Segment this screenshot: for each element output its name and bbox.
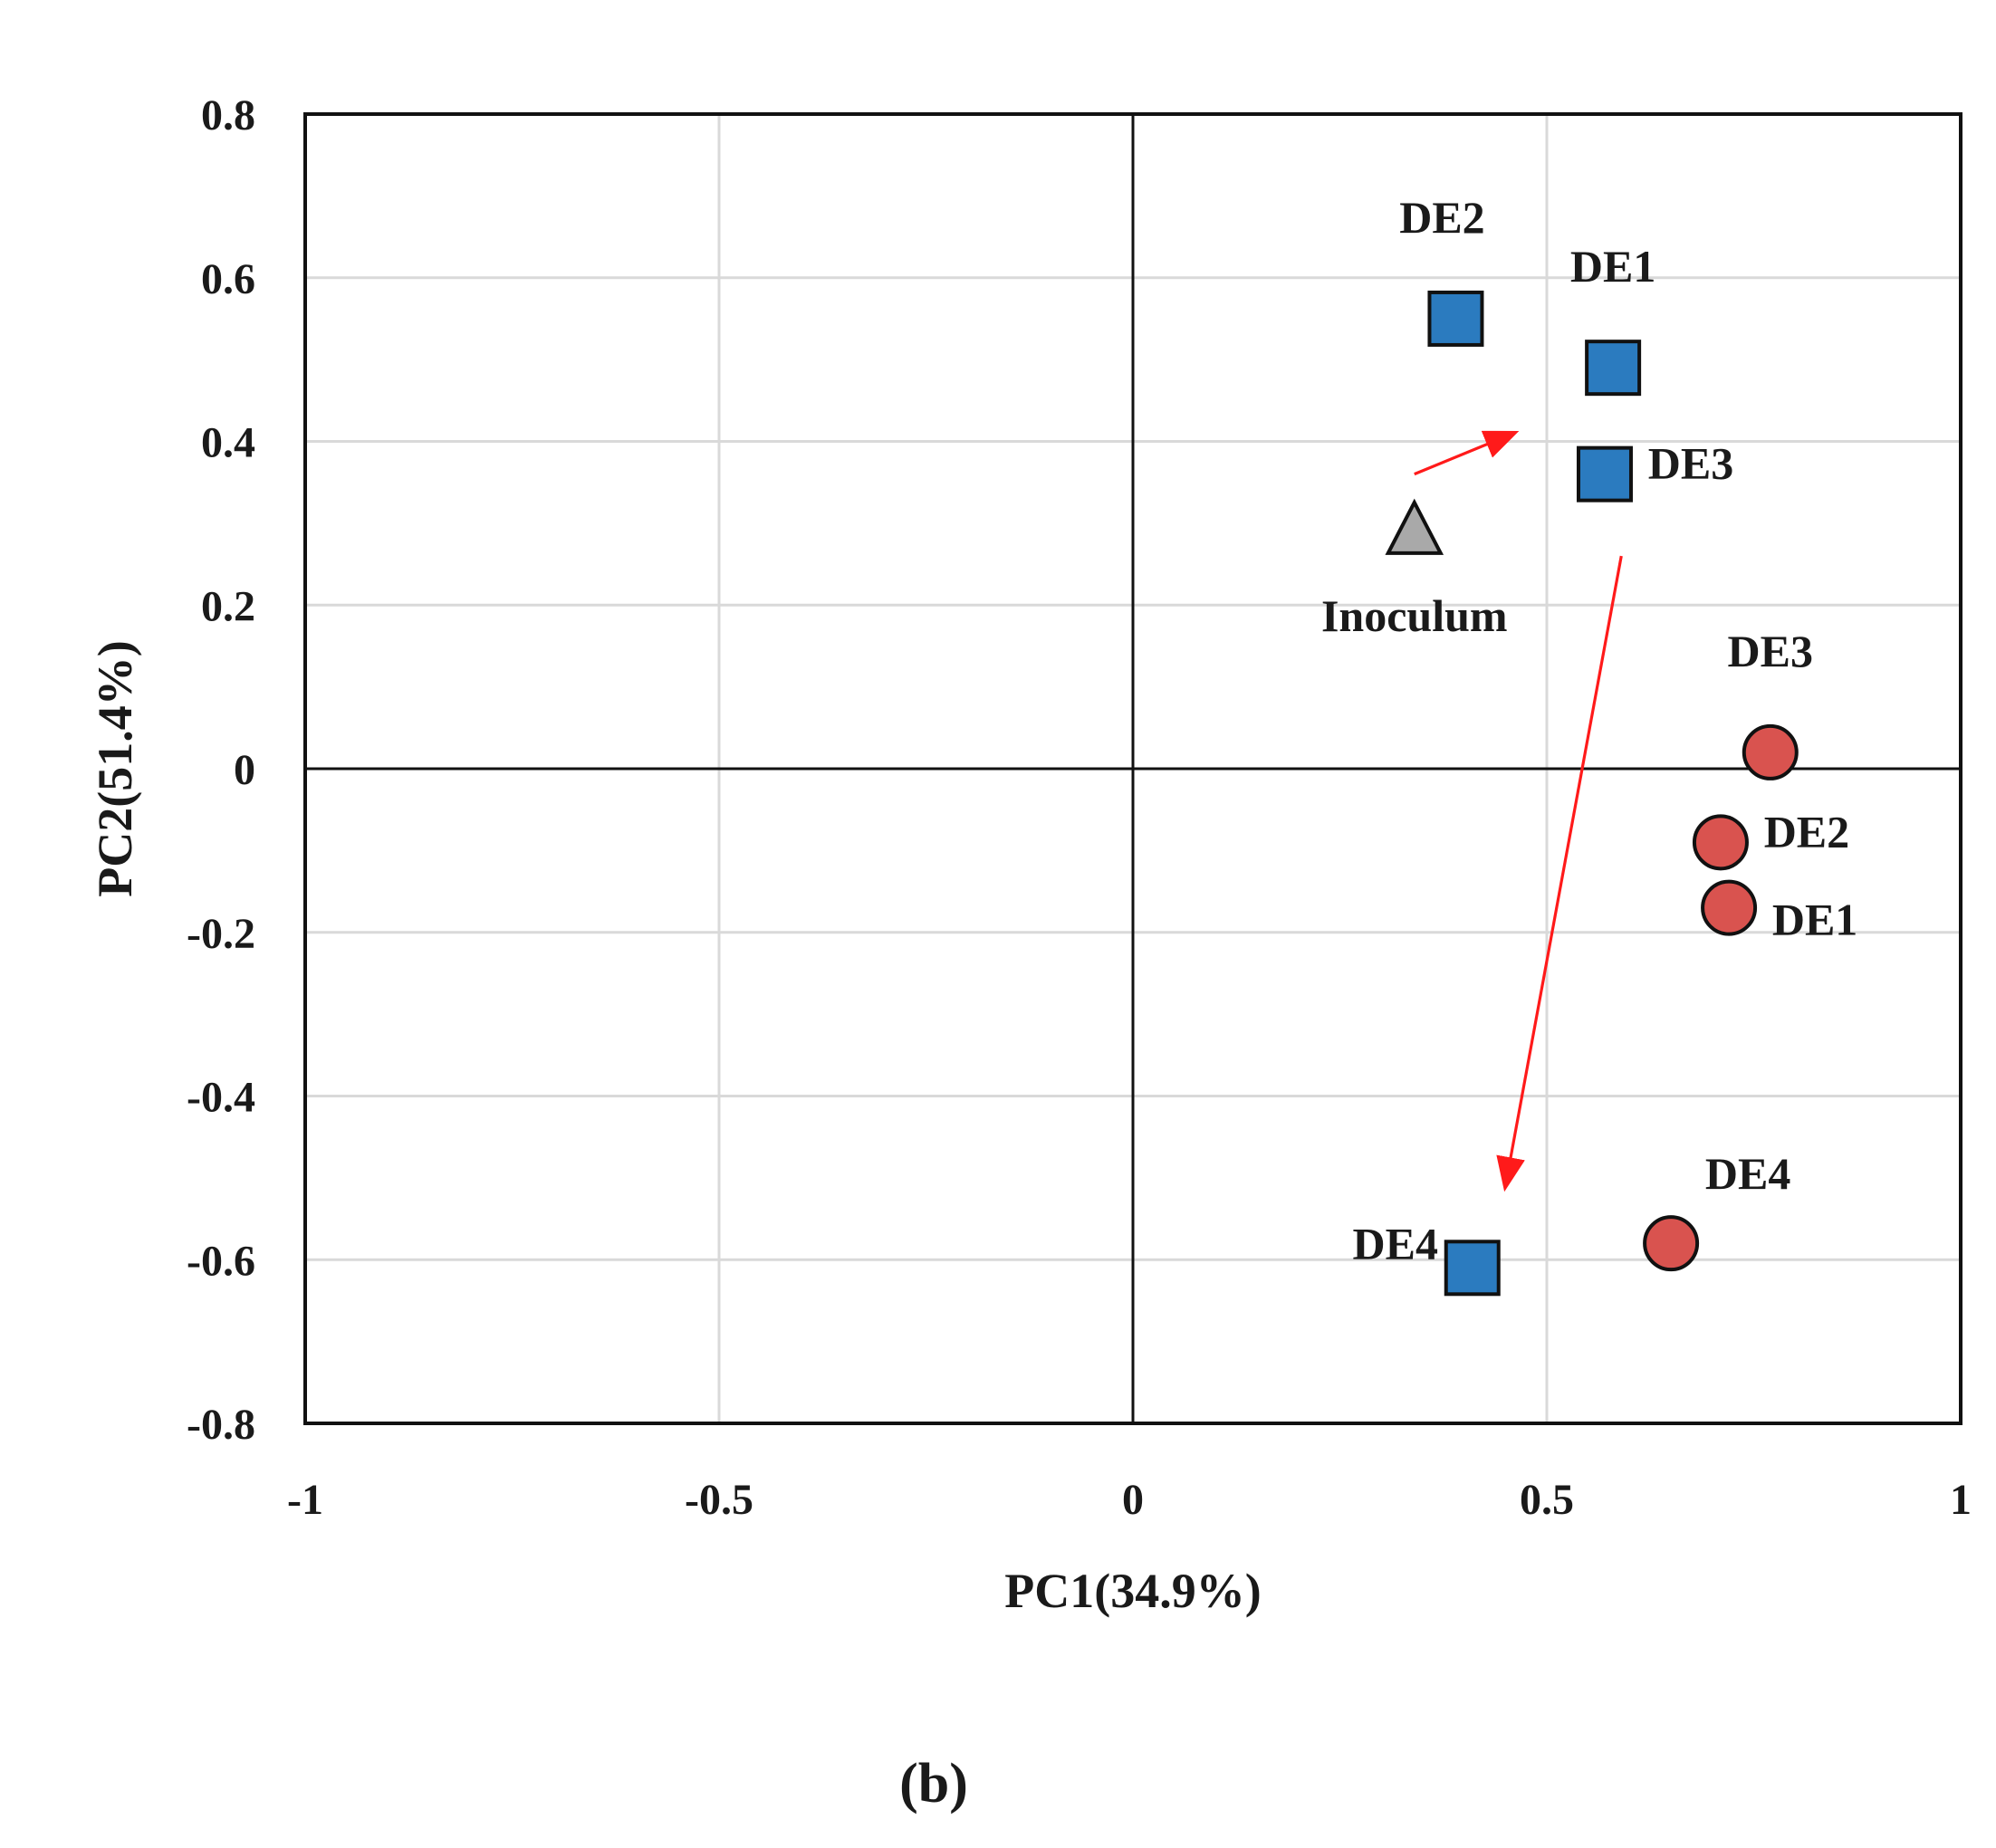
y-tick-label: 0.2 [201,582,255,630]
circle-marker [1643,1215,1700,1272]
panel-label: (b) [899,1753,968,1814]
square-marker [1444,1240,1501,1297]
y-tick-label: -0.4 [187,1074,255,1122]
y-tick-label: 0.6 [201,255,255,303]
circle-marker [1692,814,1749,871]
point-label: DE3 [1648,438,1733,489]
point-labels: DE1 DE2 DE3 DE4 DE1 DE2 DE3 DE4 Inoculum [1321,192,1857,1269]
y-axis-title: PC2(51.4%) [88,640,142,896]
x-tick-label: -0.5 [685,1476,753,1524]
x-axis-title: PC1(34.9%) [1004,1564,1261,1618]
point-label: DE2 [1764,806,1849,857]
square-marker [1427,290,1484,347]
y-tick-label: 0.4 [201,419,255,467]
circle-marker [1701,879,1758,936]
y-tick-label: -0.6 [187,1237,255,1285]
point-label: DE2 [1399,192,1484,243]
square-marker [1576,445,1633,503]
y-tick-label: -0.8 [187,1401,255,1449]
x-tick-labels: -1 -0.5 0 0.5 1 [287,1476,1972,1524]
x-tick-label: 0.5 [1520,1476,1574,1524]
square-marker [1585,340,1642,397]
trend-arrow [1496,555,1623,1192]
y-tick-label: -0.2 [187,910,255,958]
point-label: Inoculum [1321,590,1508,641]
point-label: DE4 [1353,1218,1438,1269]
point-label: DE1 [1570,241,1655,292]
x-tick-label: 1 [1950,1476,1972,1524]
arrows [1414,430,1623,1192]
point-label: DE4 [1705,1148,1790,1199]
y-tick-labels: -0.8 -0.6 -0.4 -0.2 0 0.2 0.4 0.6 0.8 [187,91,255,1449]
point-label: DE3 [1728,626,1813,676]
plot-frame [303,112,1962,1425]
point-label: DE1 [1772,895,1857,945]
x-tick-label: -1 [287,1476,323,1524]
circle-marker [1742,723,1799,780]
triangle-marker [1385,498,1444,555]
data-points [1385,290,1799,1297]
y-tick-label: 0 [234,746,255,794]
trend-arrow [1414,430,1520,476]
x-tick-label: 0 [1122,1476,1144,1524]
zero-axes [305,114,1961,1423]
y-tick-label: 0.8 [201,91,255,139]
